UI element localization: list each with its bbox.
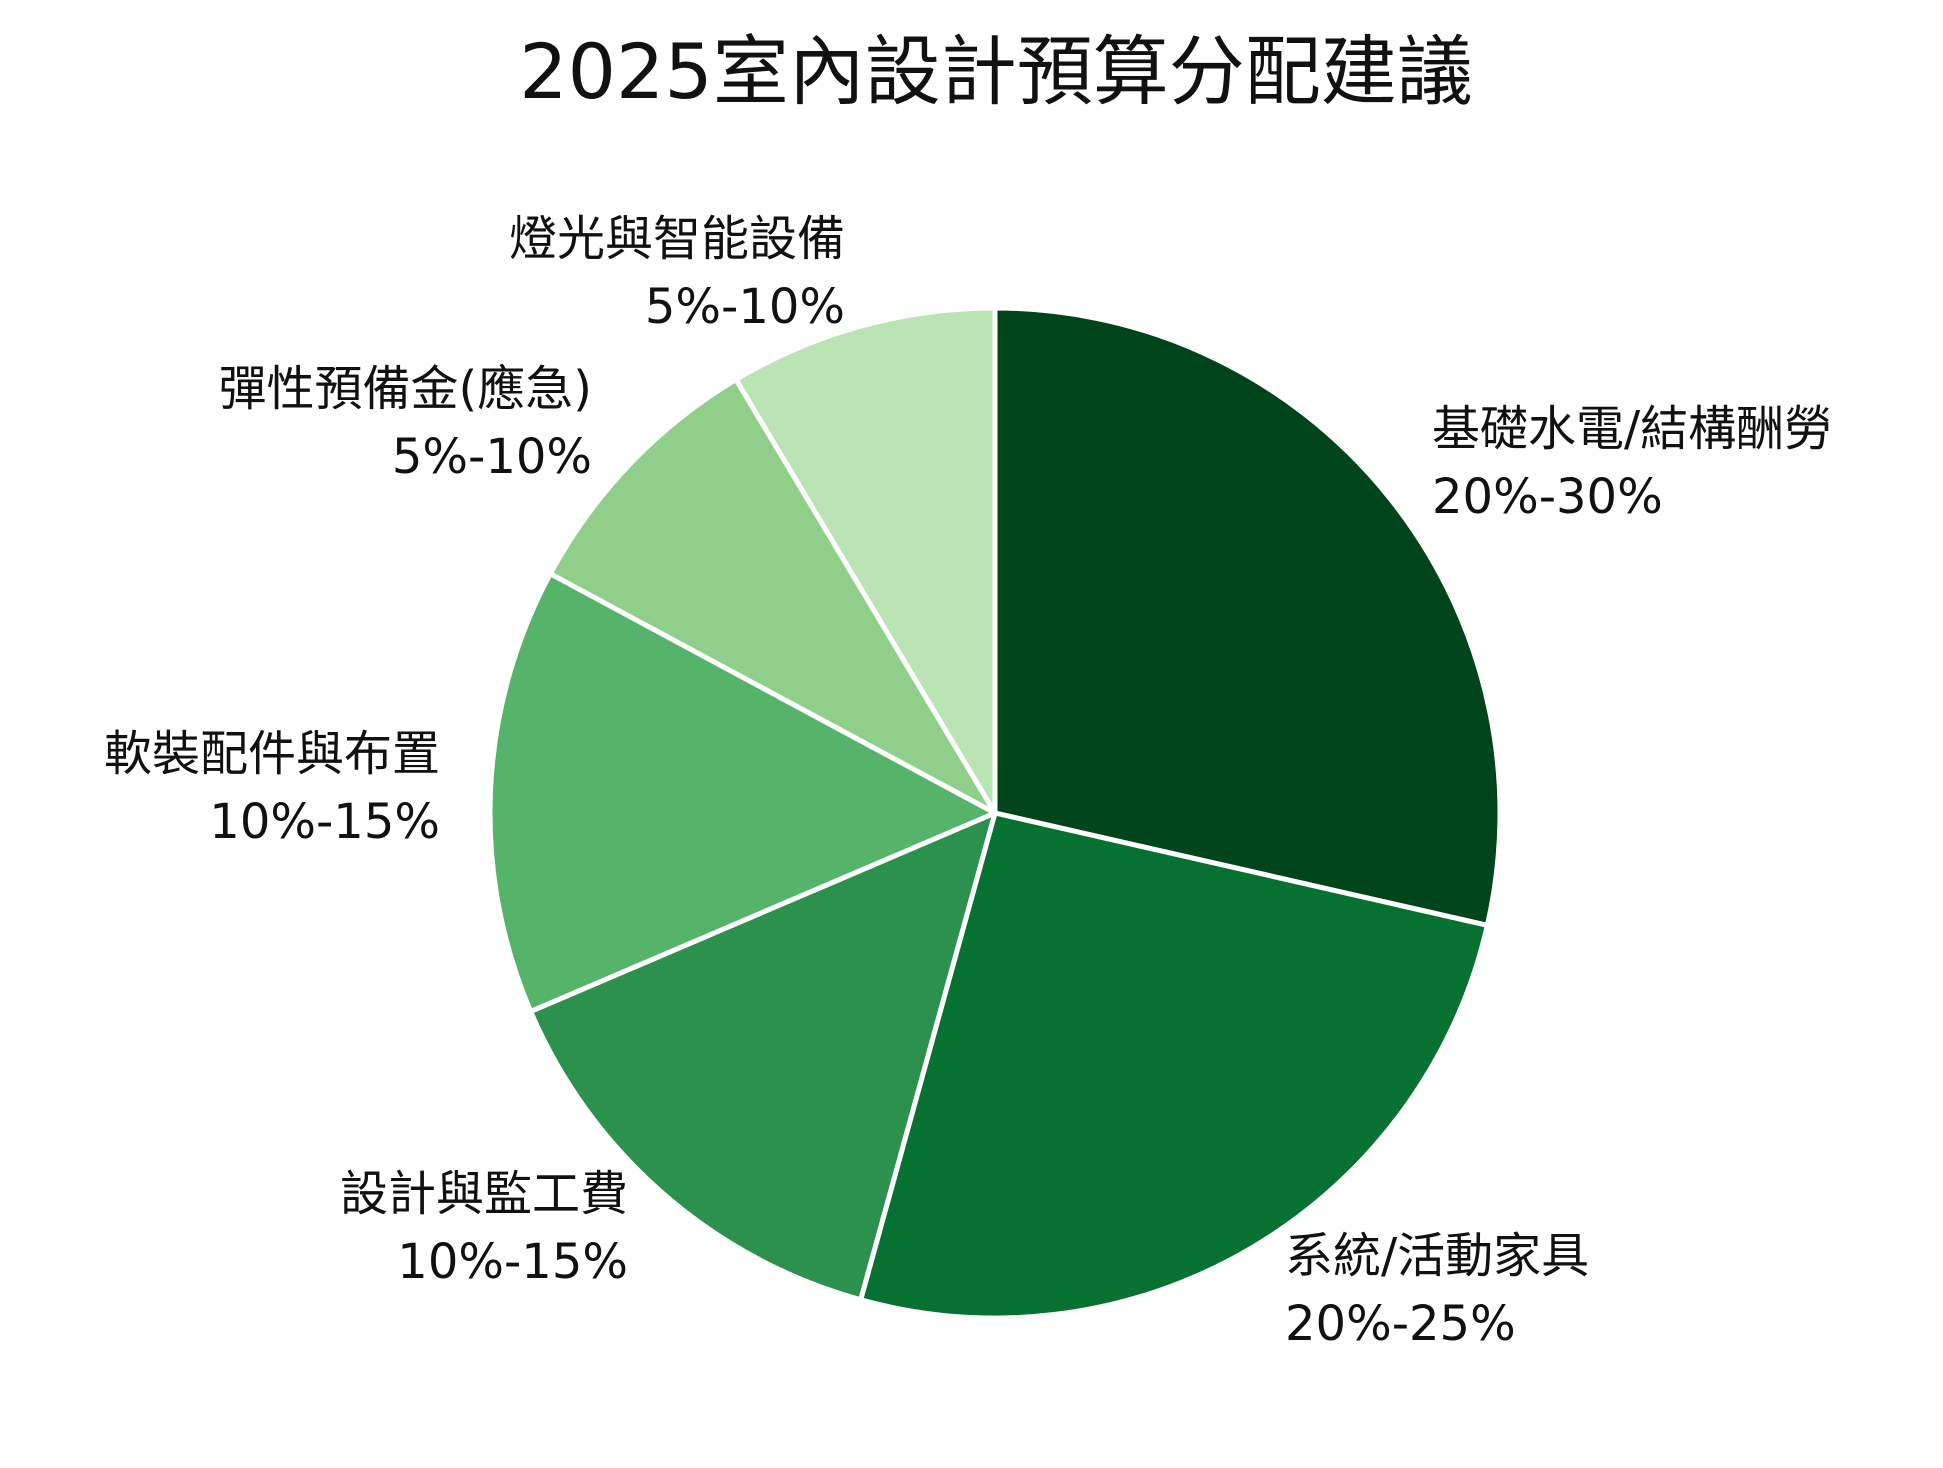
slice-label-name-1: 基礎水電/結構酬勞 <box>1432 401 1832 457</box>
slice-label-name-5: 彈性預備金(應急) <box>219 361 592 417</box>
slice-label-name-6: 燈光與智能設備 <box>509 211 845 267</box>
slice-label-name-2: 系統/活動家具 <box>1285 1228 1589 1284</box>
slice-labels: 基礎水電/結構酬勞 20%-30% 系統/活動家具 20%-25% 設計與監工費 10%-… <box>104 211 1832 1352</box>
pie-slice-3 <box>528 810 998 1303</box>
pie-slice-5 <box>547 376 998 816</box>
slice-label-range-3: 10%-15% <box>397 1234 628 1290</box>
pie-slice-4 <box>487 571 998 1014</box>
slice-label-range-4: 10%-15% <box>209 794 440 850</box>
chart-title: 2025室內設計預算分配建議 <box>519 27 1472 116</box>
slice-label-name-4: 軟裝配件與布置 <box>104 726 440 782</box>
pie-slices <box>487 305 1503 1321</box>
pie-slice-1 <box>992 305 1503 928</box>
slice-label-range-1: 20%-30% <box>1432 469 1663 525</box>
slice-label-range-6: 5%-10% <box>645 279 845 335</box>
slice-label-range-2: 20%-25% <box>1285 1296 1516 1352</box>
pie-slice-2 <box>858 810 1490 1321</box>
pie-slice-6 <box>733 305 998 816</box>
slice-label-range-5: 5%-10% <box>392 429 592 485</box>
slice-label-name-3: 設計與監工費 <box>340 1166 628 1222</box>
